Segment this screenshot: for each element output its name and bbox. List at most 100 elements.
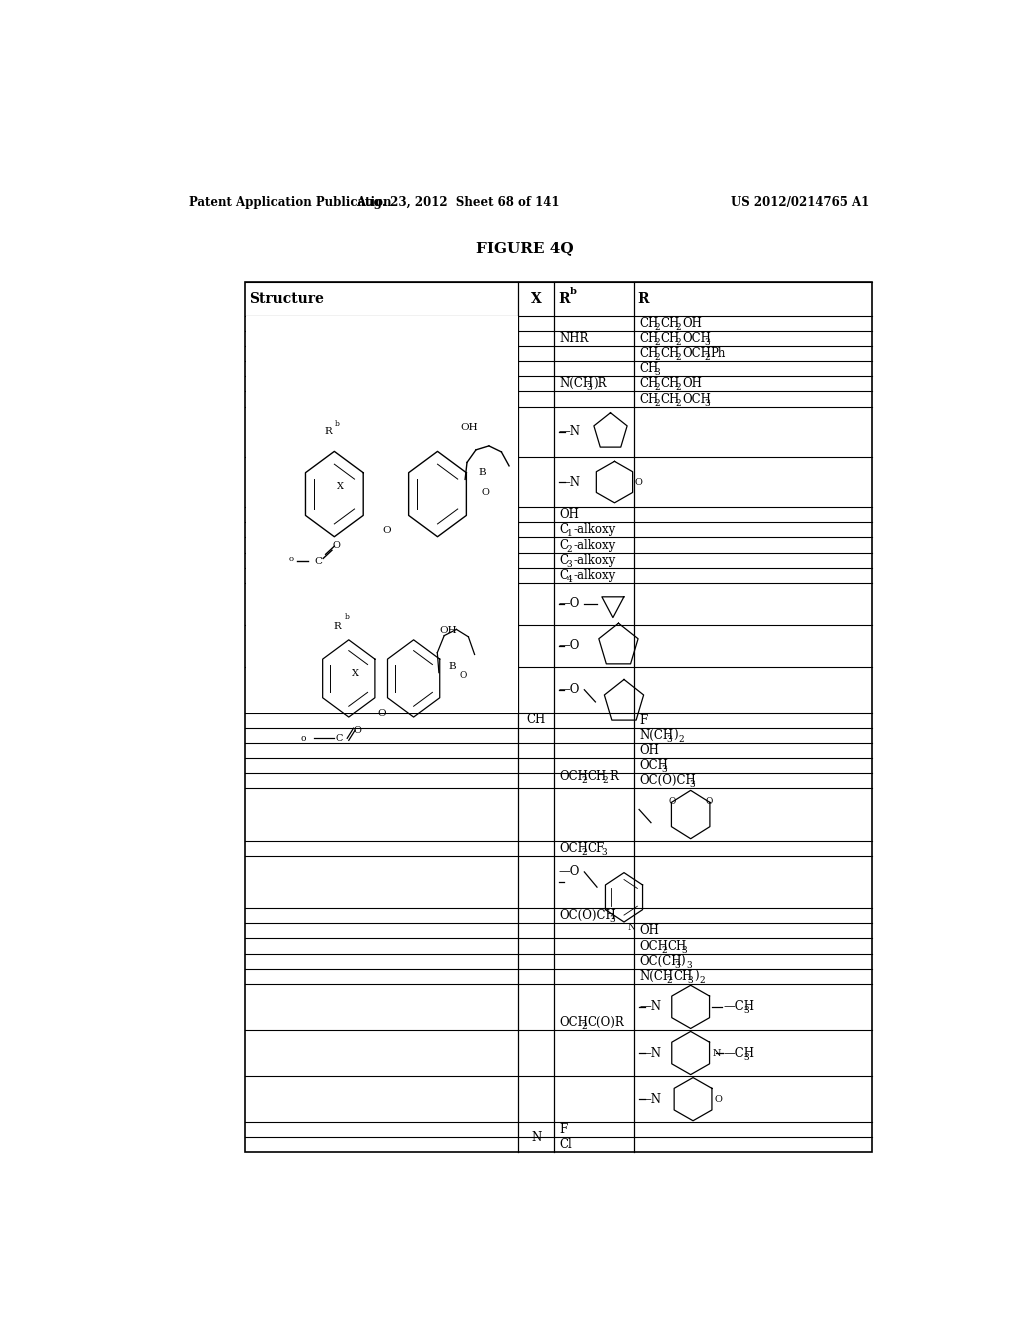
- Text: -alkoxy: -alkoxy: [573, 569, 615, 582]
- Text: OH: OH: [439, 626, 457, 635]
- Text: 2: 2: [567, 545, 572, 553]
- Text: O: O: [353, 726, 361, 735]
- Text: C(O)R: C(O)R: [588, 1016, 625, 1030]
- Text: OCH: OCH: [682, 333, 711, 345]
- Text: o: o: [300, 734, 306, 743]
- Bar: [246, 315, 518, 713]
- Text: O: O: [706, 797, 713, 807]
- Text: —N: —N: [639, 1001, 662, 1014]
- Text: —N: —N: [559, 475, 581, 488]
- Text: 3: 3: [662, 766, 667, 775]
- Text: —O: —O: [559, 639, 581, 652]
- Text: C: C: [559, 539, 568, 552]
- Text: OCH: OCH: [682, 347, 711, 360]
- Text: ): ): [680, 954, 685, 968]
- Text: O: O: [377, 709, 386, 718]
- Text: 2: 2: [654, 338, 659, 347]
- Text: O: O: [715, 1094, 723, 1104]
- Text: X: X: [530, 292, 542, 306]
- Text: US 2012/0214765 A1: US 2012/0214765 A1: [731, 195, 869, 209]
- Text: CH: CH: [639, 392, 658, 405]
- Text: 4: 4: [567, 574, 572, 583]
- Text: ): ): [673, 729, 678, 742]
- Text: 3: 3: [587, 384, 592, 392]
- Text: 2: 2: [662, 945, 667, 954]
- Text: OH: OH: [639, 744, 659, 758]
- Text: R: R: [638, 292, 649, 306]
- Text: OC(CH: OC(CH: [639, 954, 682, 968]
- Text: OH: OH: [682, 378, 701, 391]
- Text: O: O: [635, 478, 642, 487]
- Text: —O: —O: [559, 597, 581, 610]
- Text: 3: 3: [674, 961, 680, 970]
- Text: F: F: [559, 1123, 567, 1137]
- Text: ): ): [694, 970, 698, 983]
- Text: —N: —N: [639, 1093, 662, 1106]
- Text: O: O: [382, 527, 390, 536]
- Text: b: b: [335, 420, 340, 428]
- Text: 2: 2: [699, 975, 705, 985]
- Bar: [246, 282, 872, 1152]
- Text: 2: 2: [676, 399, 681, 408]
- Text: )R: )R: [593, 378, 606, 391]
- Text: 3: 3: [743, 1052, 749, 1061]
- Text: 3: 3: [681, 945, 687, 954]
- Text: 2: 2: [676, 384, 681, 392]
- Text: FIGURE 4Q: FIGURE 4Q: [476, 240, 573, 255]
- Text: CH: CH: [668, 940, 687, 953]
- Text: N(CH: N(CH: [639, 970, 673, 983]
- Text: Cl: Cl: [559, 1138, 571, 1151]
- Text: N: N: [713, 1048, 721, 1057]
- Text: CH: CH: [673, 970, 692, 983]
- Text: —CH: —CH: [723, 1001, 755, 1014]
- Text: -alkoxy: -alkoxy: [573, 524, 615, 536]
- Text: 2: 2: [582, 1023, 587, 1031]
- Text: 2: 2: [667, 975, 673, 985]
- Text: 2: 2: [676, 323, 681, 333]
- Text: O: O: [669, 797, 676, 807]
- Text: X: X: [337, 482, 344, 491]
- Text: OCH: OCH: [639, 759, 668, 772]
- Text: CH: CH: [660, 378, 680, 391]
- Text: R: R: [609, 771, 617, 783]
- Text: OH: OH: [682, 317, 701, 330]
- Text: —N: —N: [559, 425, 581, 438]
- Text: Aug. 23, 2012  Sheet 68 of 141: Aug. 23, 2012 Sheet 68 of 141: [355, 195, 559, 209]
- Text: -alkoxy: -alkoxy: [573, 553, 615, 566]
- Text: Patent Application Publication: Patent Application Publication: [189, 195, 391, 209]
- Text: —O: —O: [559, 684, 581, 696]
- Text: 3: 3: [602, 847, 607, 857]
- Text: CH: CH: [639, 347, 658, 360]
- Text: C: C: [559, 553, 568, 566]
- Text: 2: 2: [676, 354, 681, 362]
- Text: 3: 3: [705, 338, 710, 347]
- Text: C: C: [559, 524, 568, 536]
- Text: CH: CH: [639, 362, 658, 375]
- Text: —O: —O: [559, 866, 581, 878]
- Text: CH: CH: [660, 392, 680, 405]
- Text: -alkoxy: -alkoxy: [573, 539, 615, 552]
- Text: 2: 2: [582, 776, 587, 785]
- Text: 3: 3: [667, 735, 673, 744]
- Text: N: N: [628, 923, 636, 932]
- Text: C: C: [559, 569, 568, 582]
- Text: 2: 2: [705, 354, 710, 362]
- Text: 2: 2: [654, 384, 659, 392]
- Text: OCH: OCH: [639, 940, 668, 953]
- Text: CH: CH: [639, 378, 658, 391]
- Text: —N: —N: [639, 1047, 662, 1060]
- Text: 3: 3: [687, 975, 693, 985]
- Text: —CH: —CH: [723, 1047, 755, 1060]
- Text: O: O: [460, 671, 467, 680]
- Text: OH: OH: [559, 508, 579, 521]
- Text: O: O: [333, 541, 341, 550]
- Text: CH: CH: [588, 771, 607, 783]
- Text: OCH: OCH: [559, 1016, 588, 1030]
- Text: 2: 2: [654, 399, 659, 408]
- Text: B: B: [478, 467, 485, 477]
- Text: R: R: [558, 292, 569, 306]
- Text: OC(O)CH: OC(O)CH: [559, 909, 615, 923]
- Text: 2: 2: [676, 338, 681, 347]
- Text: 3: 3: [567, 560, 572, 569]
- Text: N(CH: N(CH: [559, 378, 593, 391]
